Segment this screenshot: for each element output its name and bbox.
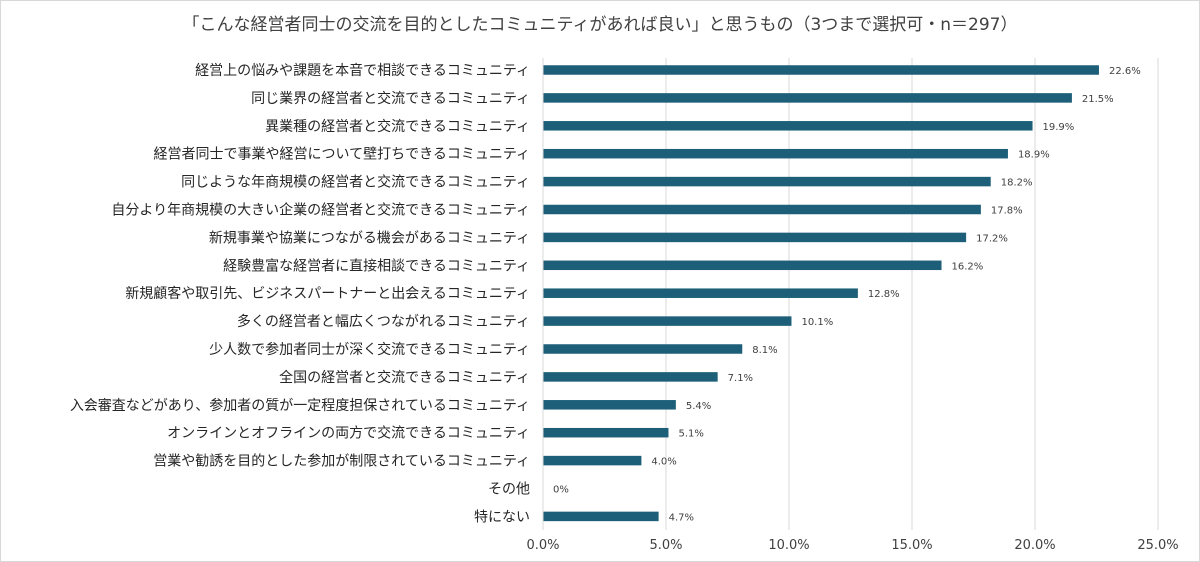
bar: [543, 316, 792, 326]
data-label: 17.8%: [991, 206, 1023, 217]
bar: [543, 121, 1033, 131]
data-label: 7.1%: [728, 373, 753, 384]
category-label: 自分より年商規模の大きい企業の経営者と交流できるコミュニティ: [111, 202, 530, 219]
category-label: 新規顧客や取引先、ビジネスパートナーと出会えるコミュニティ: [125, 285, 530, 302]
category-label: 経営上の悩みや課題を本音で相談できるコミュニティ: [195, 62, 530, 79]
category-label: 新規事業や協業につながる機会があるコミュニティ: [209, 230, 530, 246]
data-label: 18.2%: [1001, 178, 1033, 189]
bar: [543, 148, 1008, 159]
data-label: 5.1%: [678, 429, 703, 440]
data-label: 5.4%: [686, 401, 711, 412]
data-label: 22.6%: [1109, 66, 1141, 77]
category-label: 経営者同士で事業や経営について壁打ちできるコミュニティ: [154, 146, 530, 163]
bar: [543, 344, 743, 354]
category-label: 多くの経営者と幅広くつながれるコミュニティ: [237, 313, 530, 330]
category-label: 経験豊富な経営者に直接相談できるコミュニティ: [223, 257, 530, 274]
data-label: 19.9%: [1043, 122, 1075, 133]
category-label: 全国の経営者と交流できるコミュニティ: [279, 369, 530, 386]
data-label: 0%: [553, 485, 569, 496]
bar: [543, 427, 669, 438]
data-label: 12.8%: [868, 289, 900, 300]
data-label: 4.0%: [651, 457, 676, 468]
category-label: その他: [488, 482, 530, 498]
bar: [543, 65, 1099, 75]
data-label: 21.5%: [1082, 94, 1114, 105]
bar: [543, 232, 967, 243]
data-label: 4.7%: [669, 512, 694, 523]
category-label: 特にない: [474, 509, 530, 525]
chart-title: 「こんな経営者同士の交流を目的としたコミュニティがあれば良い」と思うもの（3つま…: [182, 15, 1018, 35]
bar: [543, 288, 858, 298]
bar: [543, 93, 1072, 103]
data-label: 18.9%: [1018, 150, 1050, 161]
category-label: 同じ業界の経営者と交流できるコミュニティ: [251, 90, 530, 107]
bar: [543, 260, 942, 271]
x-tick-label: 10.0%: [768, 538, 809, 553]
bar: [543, 511, 659, 522]
bar: [543, 176, 991, 187]
bar: [543, 204, 981, 215]
category-label: 営業や勧誘を目的とした参加が制限されているコミュニティ: [153, 453, 530, 470]
category-label: 同じような年商規模の経営者と交流できるコミュニティ: [181, 174, 530, 191]
bar: [543, 372, 718, 382]
data-label: 10.1%: [801, 317, 833, 328]
category-label: 入会審査などがあり、参加者の質が一定程度担保されているコミュニティ: [70, 397, 530, 414]
category-label: 少人数で参加者同士が深く交流できるコミュニティ: [209, 341, 530, 358]
x-tick-label: 0.0%: [526, 538, 559, 553]
bar: [543, 400, 676, 410]
x-tick-label: 15.0%: [891, 538, 932, 553]
data-label: 17.2%: [976, 233, 1008, 244]
data-label: 8.1%: [752, 345, 777, 356]
x-tick-label: 20.0%: [1014, 538, 1055, 553]
category-label: 異業種の経営者と交流できるコミュニティ: [265, 118, 530, 135]
x-tick-label: 25.0%: [1137, 538, 1178, 553]
category-label: オンラインとオフラインの両方で交流できるコミュニティ: [167, 425, 530, 442]
bar: [543, 455, 642, 466]
data-label: 16.2%: [952, 261, 984, 272]
x-tick-label: 5.0%: [649, 538, 682, 553]
